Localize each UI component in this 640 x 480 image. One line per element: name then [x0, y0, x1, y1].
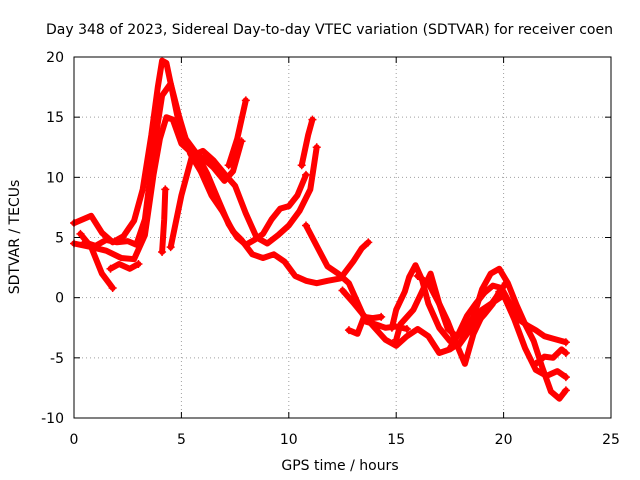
y-tick-label: 0: [55, 291, 64, 307]
series-track-10: [303, 222, 410, 332]
series-track-6: [159, 186, 169, 255]
x-tick-label: 15: [387, 432, 405, 448]
point-marker: [106, 264, 115, 273]
point-marker: [392, 335, 401, 344]
series-track-3: [81, 80, 372, 287]
point-marker: [241, 96, 250, 105]
x-tick-label: 25: [602, 432, 620, 448]
point-marker: [312, 143, 321, 152]
x-tick-label: 20: [495, 432, 513, 448]
series-track-5: [107, 261, 142, 272]
point-marker: [166, 243, 175, 252]
point-marker: [445, 344, 454, 353]
x-tick-label: 10: [280, 432, 298, 448]
point-marker: [297, 161, 306, 170]
point-marker: [531, 359, 540, 368]
x-axis-label: GPS time / hours: [281, 458, 398, 474]
point-marker: [338, 286, 347, 295]
y-tick-label: -5: [50, 351, 64, 367]
chart-title: Day 348 of 2023, Sidereal Day-to-day VTE…: [46, 22, 613, 38]
series-track-17: [532, 346, 569, 367]
x-tick-label: 5: [177, 432, 186, 448]
axis-ticks: [73, 56, 612, 419]
point-marker: [377, 312, 386, 321]
series-track-4: [77, 230, 116, 291]
tick-labels: 0 5 10 15 20 25 -10 -5 0 5 10 15 20: [41, 50, 620, 448]
series-track-7: [167, 144, 320, 251]
series-track-2: [71, 114, 245, 263]
point-marker: [561, 386, 570, 395]
grid-lines: [74, 57, 611, 418]
point-marker: [561, 338, 570, 347]
data-series: [70, 57, 570, 402]
point-marker: [301, 170, 310, 179]
point-marker: [108, 284, 117, 293]
series-track-9: [298, 116, 316, 169]
y-axis-label: SDTVAR / TECUs: [7, 180, 23, 295]
series-track-12: [345, 313, 385, 337]
y-tick-label: 5: [55, 231, 64, 247]
point-marker: [161, 185, 170, 194]
point-marker: [364, 238, 373, 247]
point-marker: [224, 161, 233, 170]
point-marker: [413, 272, 422, 281]
y-tick-label: 15: [46, 110, 64, 126]
series-track-16: [446, 282, 569, 352]
point-marker: [402, 324, 411, 333]
point-marker: [561, 373, 570, 382]
y-tick-label: 20: [46, 50, 64, 66]
point-marker: [76, 229, 85, 238]
point-marker: [387, 323, 396, 332]
point-marker: [301, 221, 310, 230]
point-marker: [344, 326, 353, 335]
point-marker: [561, 349, 570, 358]
y-tick-label: 10: [46, 170, 64, 186]
series-track-15: [414, 265, 569, 402]
x-tick-label: 0: [70, 432, 79, 448]
series-track-8: [225, 97, 249, 169]
y-tick-label: -10: [41, 411, 64, 427]
point-marker: [134, 259, 143, 268]
point-marker: [158, 247, 167, 256]
point-marker: [308, 115, 317, 124]
